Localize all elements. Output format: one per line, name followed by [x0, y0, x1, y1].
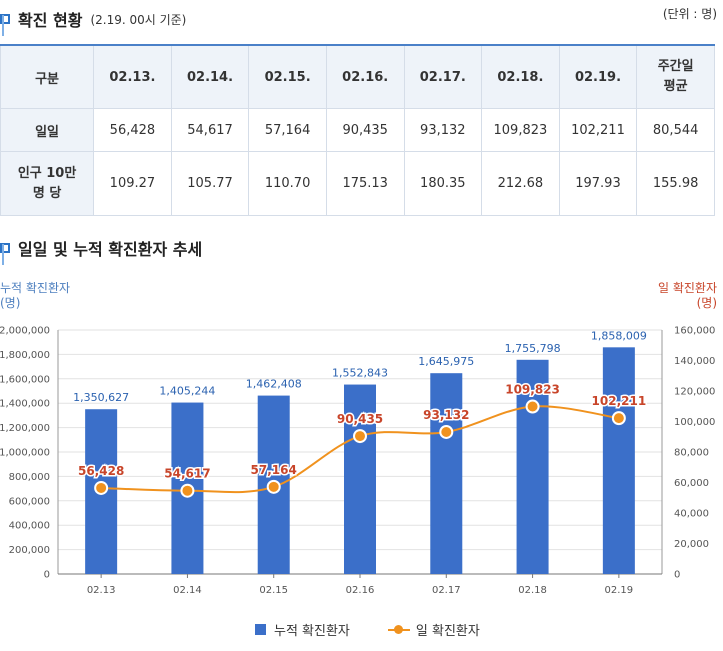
x-tick-label: 02.17 [432, 585, 461, 596]
table-row: 일일 56,428 54,617 57,164 90,435 93,132 10… [0, 108, 715, 152]
right-axis-title-line2: (명) [696, 296, 717, 310]
bar-data-label: 1,858,009 [591, 329, 647, 342]
left-tick-label: 1,800,000 [0, 350, 50, 361]
x-tick-label: 02.16 [346, 585, 375, 596]
header-cell: 02.19. [558, 44, 638, 109]
bar-data-label: 1,645,975 [418, 355, 474, 368]
table-cell: 57,164 [248, 108, 327, 152]
table-cell: 197.93 [558, 151, 638, 216]
left-tick-label: 1,400,000 [0, 399, 50, 410]
line-point [525, 399, 540, 414]
line-point [353, 429, 367, 444]
left-tick-label: 400,000 [9, 521, 50, 532]
line-point [439, 424, 454, 439]
left-axis-title: 누적 확진환자 (명) [0, 281, 70, 311]
left-tick-label: 1,000,000 [0, 448, 50, 459]
left-tick-label: 200,000 [9, 545, 50, 556]
x-tick-label: 02.18 [518, 585, 547, 596]
bar-data-label: 1,755,798 [505, 342, 561, 355]
section-title: 확진 현황 [18, 11, 83, 30]
right-tick-label: 0 [674, 570, 680, 581]
x-tick-label: 02.13 [87, 585, 116, 596]
section-subtitle: (2.19. 00시 기준) [90, 12, 187, 27]
right-axis-title: 일 확진환자 (명) [658, 281, 717, 311]
line-point [266, 479, 281, 494]
right-tick-label: 20,000 [674, 539, 709, 550]
right-tick-label: 120,000 [674, 387, 715, 398]
line-data-label: 90,435 [337, 412, 383, 426]
line-point [611, 411, 626, 426]
line-data-label: 102,211 [592, 394, 647, 408]
line-data-label: 93,132 [423, 408, 469, 422]
right-tick-label: 40,000 [674, 509, 709, 520]
left-tick-label: 600,000 [9, 496, 50, 507]
left-tick-label: 1,200,000 [0, 423, 50, 434]
header-cell: 구분 [0, 44, 95, 109]
table-cell: 180.35 [403, 151, 483, 216]
left-axis-title-line2: (명) [0, 296, 21, 310]
table-cell: 90,435 [325, 108, 405, 152]
header-cell: 02.13. [93, 44, 172, 109]
line-data-label: 109,823 [505, 383, 560, 397]
unit-label: (단위 : 명) [662, 7, 717, 21]
line-point [94, 480, 109, 495]
bar [430, 373, 463, 574]
table-cell: 56,428 [93, 108, 172, 152]
right-tick-label: 60,000 [674, 478, 709, 489]
header-cell: 02.17. [403, 44, 483, 109]
line-data-label: 54,617 [164, 467, 210, 481]
row-label: 인구 10만 명 당 [0, 151, 95, 216]
table-cell: 175.13 [325, 151, 405, 216]
x-tick-label: 02.19 [605, 585, 634, 596]
legend-bar-swatch [255, 624, 266, 635]
right-tick-label: 80,000 [674, 448, 709, 459]
bar [602, 347, 635, 574]
left-tick-label: 2,000,000 [0, 326, 50, 337]
table-row: 인구 10만 명 당 109.27 105.77 110.70 175.13 1… [0, 151, 715, 216]
right-tick-label: 160,000 [674, 326, 715, 337]
bar [516, 359, 549, 574]
right-tick-label: 100,000 [674, 417, 715, 428]
stats-table: 구분 02.13. 02.14. 02.15. 02.16. 02.17. 02… [0, 44, 715, 216]
header-cell: 주간일 평균 [636, 44, 715, 109]
x-tick-label: 02.14 [173, 585, 202, 596]
left-tick-label: 0 [44, 570, 50, 581]
row-label: 일일 [0, 108, 95, 152]
bar-data-label: 1,552,843 [332, 367, 388, 380]
section-header-trend: 일일 및 누적 확진환자 추세 [0, 236, 203, 265]
left-tick-label: 1,600,000 [0, 374, 50, 385]
chart-legend: 누적 확진환자 일 확진환자 [255, 620, 480, 639]
bar-data-label: 1,462,408 [246, 378, 302, 391]
table-cell: 212.68 [481, 151, 560, 216]
line-data-label: 56,428 [78, 464, 124, 478]
table-header-row: 구분 02.13. 02.14. 02.15. 02.16. 02.17. 02… [0, 44, 715, 109]
section-bullet-icon [0, 243, 10, 265]
table-cell: 102,211 [558, 108, 638, 152]
left-axis-title-line1: 누적 확진환자 [0, 281, 71, 295]
table-cell: 105.77 [170, 151, 250, 216]
section-bullet-icon [0, 14, 10, 36]
legend-line-label[interactable]: 일 확진환자 [415, 624, 480, 639]
table-cell: 155.98 [636, 151, 715, 216]
left-tick-label: 800,000 [9, 472, 50, 483]
line-point [180, 483, 195, 498]
bar-data-label: 1,350,627 [73, 391, 129, 404]
table-cell: 109.27 [93, 151, 172, 216]
header-cell: 02.18. [481, 44, 560, 109]
table-cell: 54,617 [170, 108, 250, 152]
right-axis-title-line1: 일 확진환자 [657, 281, 717, 295]
section-title: 일일 및 누적 확진환자 추세 [18, 240, 203, 259]
table-cell: 80,544 [636, 108, 715, 152]
table-cell: 110.70 [248, 151, 327, 216]
legend-bar-label[interactable]: 누적 확진환자 [274, 624, 350, 639]
right-tick-label: 140,000 [674, 356, 715, 367]
section-header-status: 확진 현황 (2.19. 00시 기준) [0, 7, 187, 36]
x-tick-label: 02.15 [259, 585, 288, 596]
legend-line-swatch [387, 624, 410, 635]
line-data-label: 57,164 [251, 463, 297, 477]
bar [344, 384, 376, 574]
bar-data-label: 1,405,244 [159, 385, 215, 398]
